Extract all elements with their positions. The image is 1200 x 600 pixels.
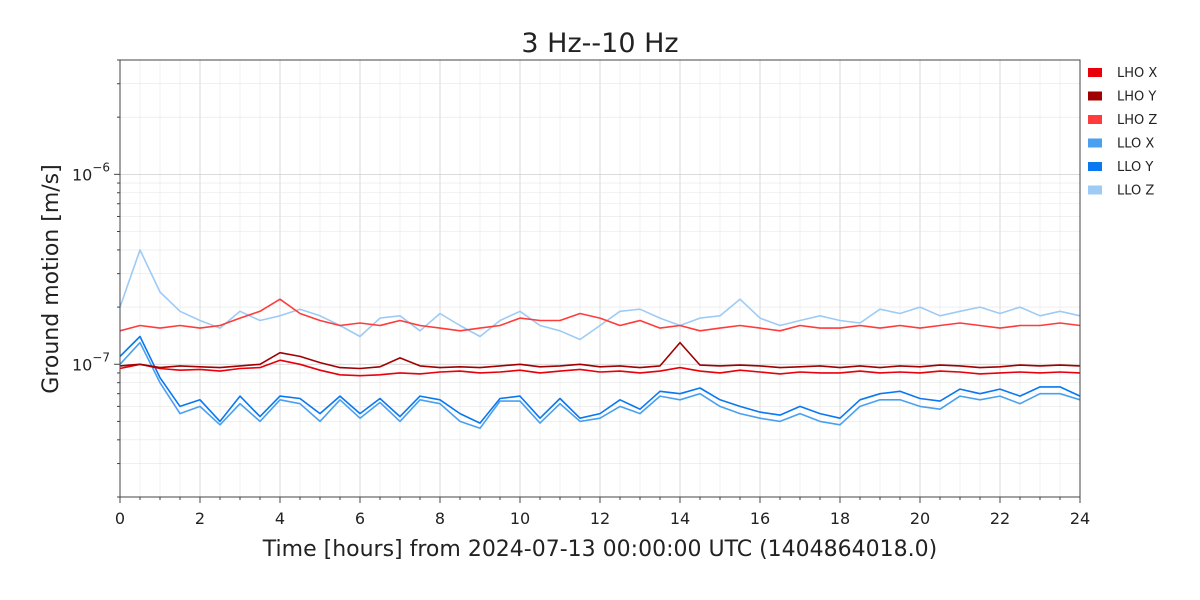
x-tick-label: 12 <box>590 509 610 528</box>
plot-series <box>119 249 1081 430</box>
x-tick-label: 2 <box>195 509 205 528</box>
legend-label: LHO Y <box>1117 90 1156 105</box>
x-tick-label: 24 <box>1070 509 1090 528</box>
x-axis-label: Time [hours] from 2024-07-13 00:00:00 UT… <box>262 537 937 562</box>
y-tick-label: 10−6 <box>72 160 110 184</box>
series-line-llo-x <box>119 341 1081 430</box>
legend-label: LLO Y <box>1117 160 1153 175</box>
x-tick-label: 0 <box>115 509 125 528</box>
legend-label: LLO Z <box>1117 184 1154 199</box>
series-line-lho-z <box>119 298 1081 332</box>
series-line-lho-x <box>119 359 1081 377</box>
x-tick-label: 8 <box>435 509 445 528</box>
x-tick-label: 14 <box>670 509 690 528</box>
legend-swatch <box>1088 138 1102 148</box>
chart-title: 3 Hz--10 Hz <box>521 28 678 59</box>
x-tick-label: 6 <box>355 509 365 528</box>
legend-label: LHO Z <box>1117 113 1157 128</box>
x-tick-label: 16 <box>750 509 770 528</box>
x-tick-label: 4 <box>275 509 285 528</box>
x-tick-label: 20 <box>910 509 930 528</box>
series-line-llo-z <box>119 249 1081 341</box>
x-tick-label: 10 <box>510 509 530 528</box>
y-axis-label: Ground motion [m/s] <box>39 164 64 393</box>
series-line-lho-y <box>119 341 1081 370</box>
legend-swatch <box>1088 162 1102 171</box>
legend: LHO X LHO Y LHO Z LLO X LLO Y LLO Z <box>1088 66 1157 199</box>
y-tick-label: 10−7 <box>72 350 110 374</box>
legend-swatch <box>1088 115 1102 124</box>
legend-swatch <box>1088 68 1102 77</box>
legend-label: LLO X <box>1117 137 1154 152</box>
x-tick-label: 22 <box>990 509 1010 528</box>
x-axis: 0 2 4 6 8 10 12 14 16 18 20 22 24 <box>115 497 1090 528</box>
plot-grid <box>119 59 1081 498</box>
legend-swatch <box>1088 91 1102 101</box>
y-axis: 10−7 10−6 <box>72 59 120 498</box>
legend-label: LHO X <box>1117 66 1157 81</box>
series-line-llo-y <box>119 335 1081 424</box>
x-tick-label: 18 <box>830 509 850 528</box>
legend-swatch <box>1088 185 1102 195</box>
